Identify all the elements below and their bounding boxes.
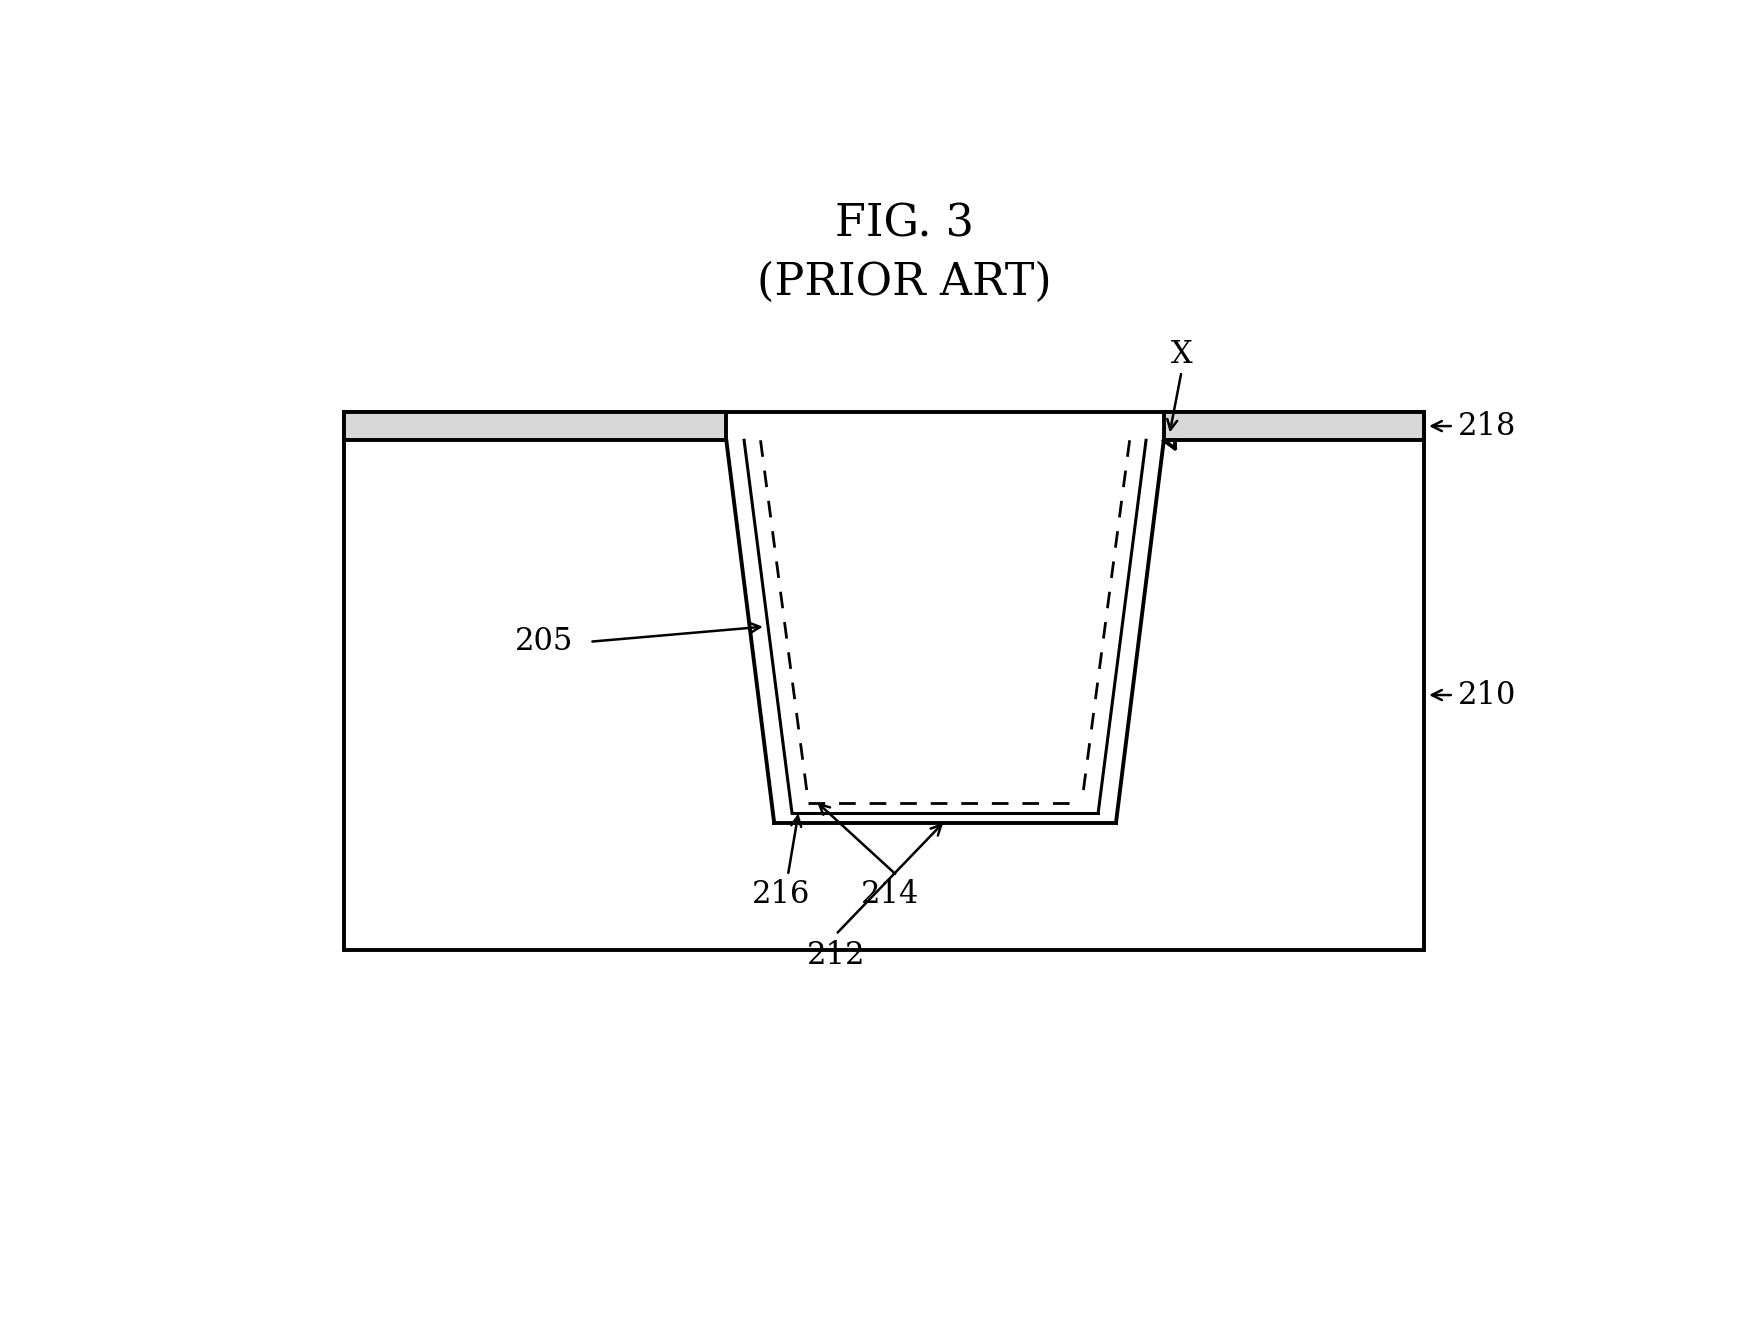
Text: 205: 205 <box>515 626 573 658</box>
Text: 218: 218 <box>1457 411 1515 442</box>
Text: 210: 210 <box>1457 680 1515 710</box>
Text: 216: 216 <box>751 879 810 909</box>
Text: FIG. 3: FIG. 3 <box>834 203 974 245</box>
Text: 214: 214 <box>861 879 919 909</box>
Text: 212: 212 <box>806 940 864 970</box>
Polygon shape <box>1164 411 1424 440</box>
Text: X: X <box>1171 339 1192 369</box>
Polygon shape <box>727 440 1164 822</box>
Polygon shape <box>344 411 727 440</box>
Text: (PRIOR ART): (PRIOR ART) <box>757 261 1051 303</box>
